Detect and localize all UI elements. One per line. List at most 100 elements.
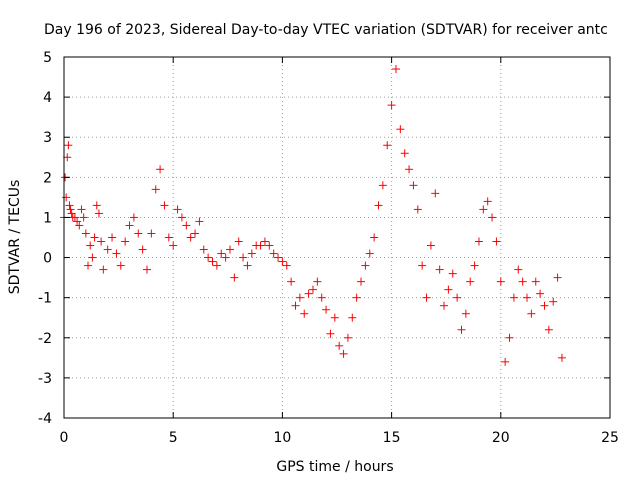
data-point: [461, 309, 470, 318]
data-point: [112, 249, 121, 258]
data-point: [160, 201, 169, 210]
data-point: [63, 153, 72, 162]
data-point: [204, 253, 213, 262]
data-point: [370, 233, 379, 242]
data-point: [62, 193, 71, 202]
data-point: [256, 241, 265, 250]
data-point: [422, 293, 431, 302]
data-point: [479, 205, 488, 214]
data-point: [505, 333, 514, 342]
data-point: [444, 285, 453, 294]
y-axis-label: SDTVAR / TECUs: [7, 180, 23, 295]
data-point: [94, 209, 103, 218]
data-point: [65, 201, 74, 210]
data-point: [540, 301, 549, 310]
y-tick-label: 2: [43, 170, 52, 186]
data-point: [221, 253, 230, 262]
data-point: [488, 213, 497, 222]
data-point: [70, 213, 79, 222]
data-point: [116, 261, 125, 270]
data-point: [64, 141, 73, 150]
data-point: [97, 237, 106, 246]
data-point: [374, 201, 383, 210]
data-point: [239, 253, 248, 262]
data-point: [212, 261, 221, 270]
y-tick-label: 0: [43, 251, 52, 267]
data-point: [352, 293, 361, 302]
data-point: [470, 261, 479, 270]
data-point: [138, 245, 147, 254]
data-point: [339, 349, 348, 358]
data-point: [225, 245, 234, 254]
data-point: [496, 277, 505, 286]
data-point: [457, 325, 466, 334]
y-tick-label: 3: [43, 130, 52, 146]
data-point: [348, 313, 357, 322]
data-point: [431, 189, 440, 198]
data-point: [326, 329, 335, 338]
data-point: [514, 265, 523, 274]
data-point: [191, 229, 200, 238]
data-point: [234, 237, 243, 246]
plot-frame: [63, 56, 611, 419]
y-tick-label: -4: [38, 411, 52, 427]
data-point: [317, 293, 326, 302]
data-point: [501, 357, 510, 366]
data-point: [66, 205, 75, 214]
data-point: [453, 293, 462, 302]
data-point: [396, 125, 405, 134]
x-tick-labels: 0 5 10 15 20 25: [60, 430, 619, 446]
data-point: [182, 221, 191, 230]
data-point: [108, 233, 117, 242]
data-point: [208, 257, 217, 266]
x-tick-label: 20: [492, 430, 510, 446]
data-point: [92, 201, 101, 210]
data-point: [405, 165, 414, 174]
data-point: [300, 309, 309, 318]
data-point: [518, 277, 527, 286]
chart-title: Day 196 of 2023, Sidereal Day-to-day VTE…: [44, 22, 608, 38]
data-point: [287, 277, 296, 286]
data-point: [84, 261, 93, 270]
data-point: [156, 165, 165, 174]
data-point: [523, 293, 532, 302]
data-point: [409, 181, 418, 190]
y-tick-label: 5: [43, 50, 52, 66]
data-point: [142, 265, 151, 274]
data-point: [361, 261, 370, 270]
data-point: [125, 221, 134, 230]
data-point: [357, 277, 366, 286]
data-point: [265, 241, 274, 250]
data-point: [230, 273, 239, 282]
data-point: [99, 265, 108, 274]
y-tick-label: -1: [38, 291, 52, 307]
data-point: [531, 277, 540, 286]
data-point: [129, 213, 138, 222]
data-point: [440, 301, 449, 310]
data-point: [557, 353, 566, 362]
grid-lines: [64, 57, 610, 418]
data-point: [103, 245, 112, 254]
data-point: [308, 285, 317, 294]
data-point: [151, 185, 160, 194]
y-tick-labels: -4 -3 -2 -1 0 1 2 3 4 5: [38, 50, 52, 427]
data-point: [387, 101, 396, 110]
data-point: [164, 233, 173, 242]
data-point: [335, 341, 344, 350]
data-point: [173, 205, 182, 214]
data-point: [466, 277, 475, 286]
data-point: [413, 205, 422, 214]
data-point: [435, 265, 444, 274]
data-point: [383, 141, 392, 150]
data-point: [90, 233, 99, 242]
data-point: [73, 217, 82, 226]
data-point: [549, 297, 558, 306]
data-point: [391, 65, 400, 74]
y-tick-label: -2: [38, 331, 52, 347]
data-point: [67, 209, 76, 218]
x-tick-label: 10: [273, 430, 291, 446]
data-point: [448, 269, 457, 278]
data-point: [88, 253, 97, 262]
data-point: [75, 221, 84, 230]
